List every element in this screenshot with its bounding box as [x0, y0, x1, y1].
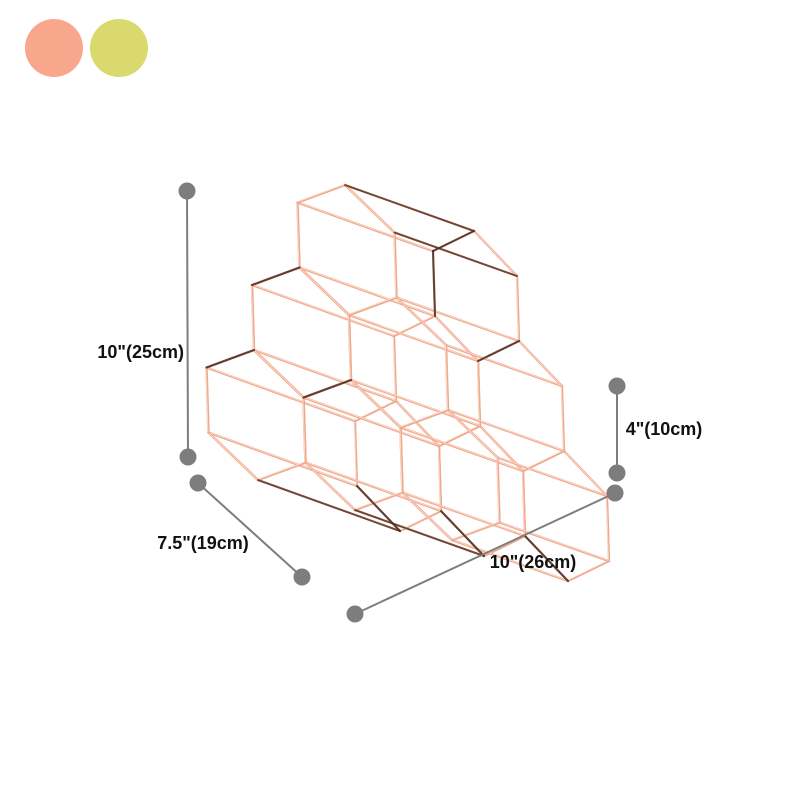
width-dimension-label: 10"(26cm)	[489, 552, 577, 572]
color-options	[25, 19, 148, 77]
cell-height-dimension-label: 4"(10cm)	[625, 419, 703, 439]
height-dimension-label: 10"(25cm)	[97, 342, 184, 362]
color-swatch-peach[interactable]	[25, 19, 83, 77]
color-swatch-yellow-green[interactable]	[90, 19, 148, 77]
depth-dimension-label: 7.5"(19cm)	[157, 533, 249, 553]
